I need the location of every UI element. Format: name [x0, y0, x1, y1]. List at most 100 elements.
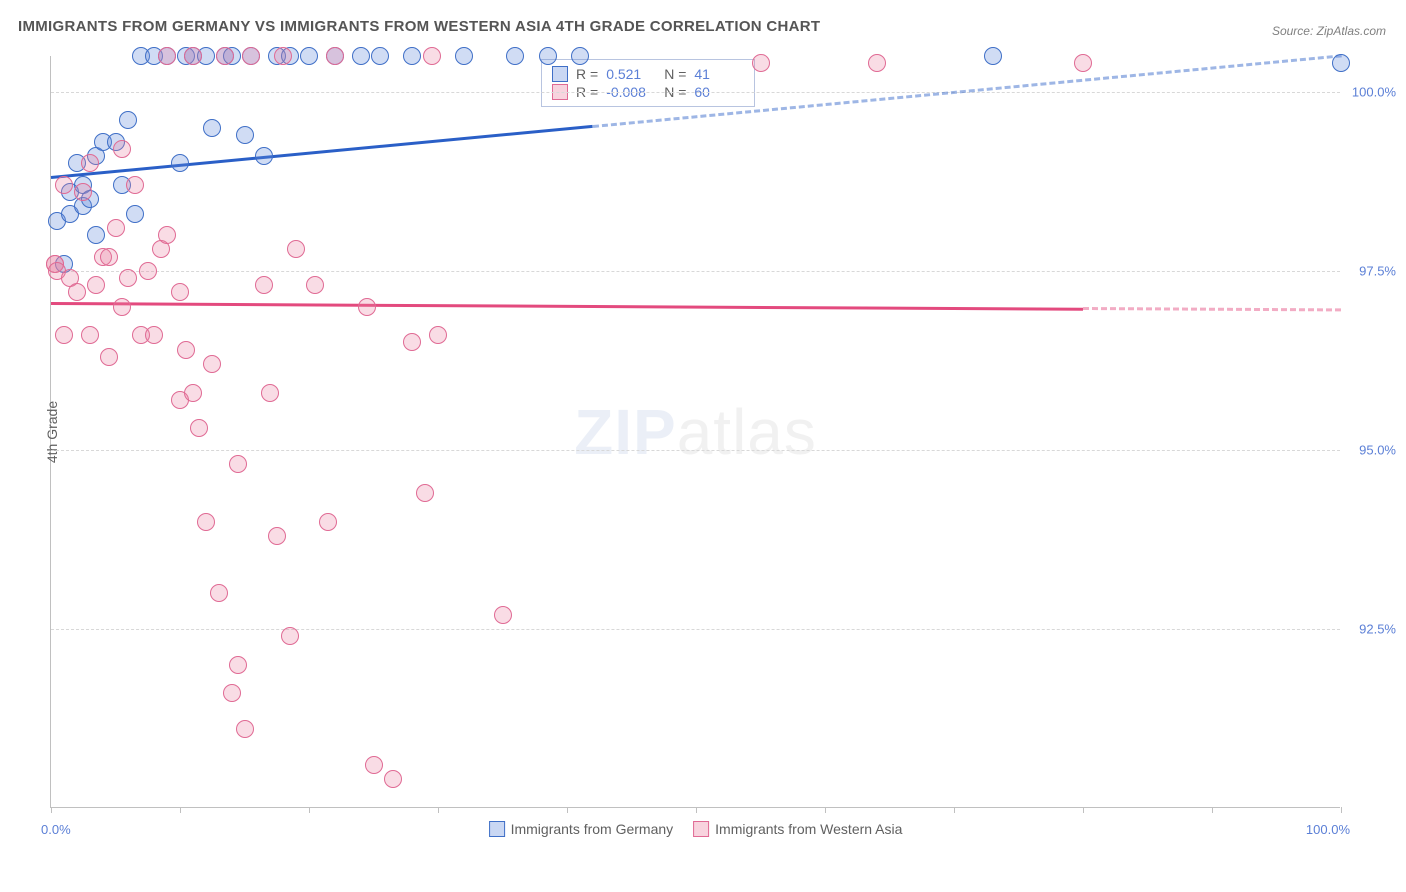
- scatter-point: [429, 326, 447, 344]
- scatter-point: [229, 455, 247, 473]
- scatter-point: [197, 513, 215, 531]
- x-tick: [696, 807, 697, 813]
- x-tick: [438, 807, 439, 813]
- scatter-point: [300, 47, 318, 65]
- chart-title: IMMIGRANTS FROM GERMANY VS IMMIGRANTS FR…: [18, 18, 820, 35]
- plot-area: 4th Grade ZIPatlas R = 0.521 N = 41 R = …: [50, 56, 1340, 808]
- scatter-point: [1074, 54, 1092, 72]
- scatter-point: [455, 47, 473, 65]
- regression-line: [51, 302, 1083, 311]
- scatter-point: [158, 47, 176, 65]
- scatter-point: [236, 126, 254, 144]
- r-label-0: R =: [576, 66, 598, 82]
- scatter-point: [403, 47, 421, 65]
- x-tick: [1212, 807, 1213, 813]
- scatter-point: [403, 333, 421, 351]
- scatter-point: [87, 226, 105, 244]
- scatter-point: [210, 584, 228, 602]
- scatter-point: [100, 348, 118, 366]
- watermark-zip: ZIP: [574, 396, 677, 468]
- x-tick: [51, 807, 52, 813]
- scatter-point: [171, 154, 189, 172]
- y-tick-label: 95.0%: [1346, 442, 1396, 457]
- legend-swatch-wasia: [693, 821, 709, 837]
- y-tick-label: 100.0%: [1346, 84, 1396, 99]
- r-value-0: 0.521: [606, 66, 656, 82]
- scatter-point: [216, 47, 234, 65]
- source-attribution: Source: ZipAtlas.com: [1272, 24, 1386, 38]
- scatter-point: [268, 527, 286, 545]
- scatter-point: [274, 47, 292, 65]
- legend-item-wasia: Immigrants from Western Asia: [693, 821, 902, 837]
- n-value-0: 41: [694, 66, 744, 82]
- chart-container: IMMIGRANTS FROM GERMANY VS IMMIGRANTS FR…: [0, 0, 1406, 892]
- scatter-point: [416, 484, 434, 502]
- scatter-point: [81, 154, 99, 172]
- scatter-point: [87, 276, 105, 294]
- watermark-atlas: atlas: [677, 396, 817, 468]
- scatter-point: [177, 341, 195, 359]
- y-tick-label: 92.5%: [1346, 621, 1396, 636]
- x-tick: [825, 807, 826, 813]
- y-tick-label: 97.5%: [1346, 263, 1396, 278]
- scatter-point: [868, 54, 886, 72]
- x-tick: [309, 807, 310, 813]
- x-tick: [954, 807, 955, 813]
- scatter-point: [423, 47, 441, 65]
- n-label-0: N =: [664, 66, 686, 82]
- y-axis-title: 4th Grade: [44, 400, 60, 462]
- scatter-point: [352, 47, 370, 65]
- scatter-point: [539, 47, 557, 65]
- scatter-point: [1332, 54, 1350, 72]
- scatter-point: [752, 54, 770, 72]
- scatter-point: [145, 326, 163, 344]
- scatter-point: [236, 720, 254, 738]
- x-axis-min-label: 0.0%: [41, 822, 71, 837]
- scatter-point: [139, 262, 157, 280]
- legend-label-germany: Immigrants from Germany: [511, 821, 674, 837]
- scatter-point: [319, 513, 337, 531]
- scatter-point: [119, 111, 137, 129]
- scatter-point: [126, 176, 144, 194]
- scatter-point: [126, 205, 144, 223]
- scatter-point: [261, 384, 279, 402]
- stats-row-germany: R = 0.521 N = 41: [552, 66, 744, 82]
- stats-legend: R = 0.521 N = 41 R = -0.008 N = 60: [541, 59, 755, 107]
- scatter-point: [184, 47, 202, 65]
- scatter-point: [571, 47, 589, 65]
- legend-swatch-germany: [489, 821, 505, 837]
- scatter-point: [171, 283, 189, 301]
- x-tick: [1083, 807, 1084, 813]
- watermark: ZIPatlas: [574, 395, 817, 469]
- regression-line: [1083, 307, 1341, 311]
- bottom-legend: Immigrants from Germany Immigrants from …: [489, 821, 903, 837]
- x-tick: [180, 807, 181, 813]
- scatter-point: [55, 326, 73, 344]
- legend-label-wasia: Immigrants from Western Asia: [715, 821, 902, 837]
- scatter-point: [384, 770, 402, 788]
- scatter-point: [158, 226, 176, 244]
- gridline: [51, 450, 1340, 451]
- scatter-point: [74, 183, 92, 201]
- scatter-point: [984, 47, 1002, 65]
- scatter-point: [223, 684, 241, 702]
- scatter-point: [229, 656, 247, 674]
- scatter-point: [119, 269, 137, 287]
- x-axis-max-label: 100.0%: [1306, 822, 1350, 837]
- swatch-germany: [552, 66, 568, 82]
- x-tick: [567, 807, 568, 813]
- scatter-point: [81, 326, 99, 344]
- gridline: [51, 92, 1340, 93]
- x-tick: [1341, 807, 1342, 813]
- scatter-point: [107, 219, 125, 237]
- scatter-point: [68, 283, 86, 301]
- legend-item-germany: Immigrants from Germany: [489, 821, 674, 837]
- scatter-point: [113, 140, 131, 158]
- scatter-point: [184, 384, 202, 402]
- scatter-point: [190, 419, 208, 437]
- scatter-point: [287, 240, 305, 258]
- scatter-point: [203, 355, 221, 373]
- scatter-point: [306, 276, 324, 294]
- regression-line: [51, 125, 593, 179]
- scatter-point: [242, 47, 260, 65]
